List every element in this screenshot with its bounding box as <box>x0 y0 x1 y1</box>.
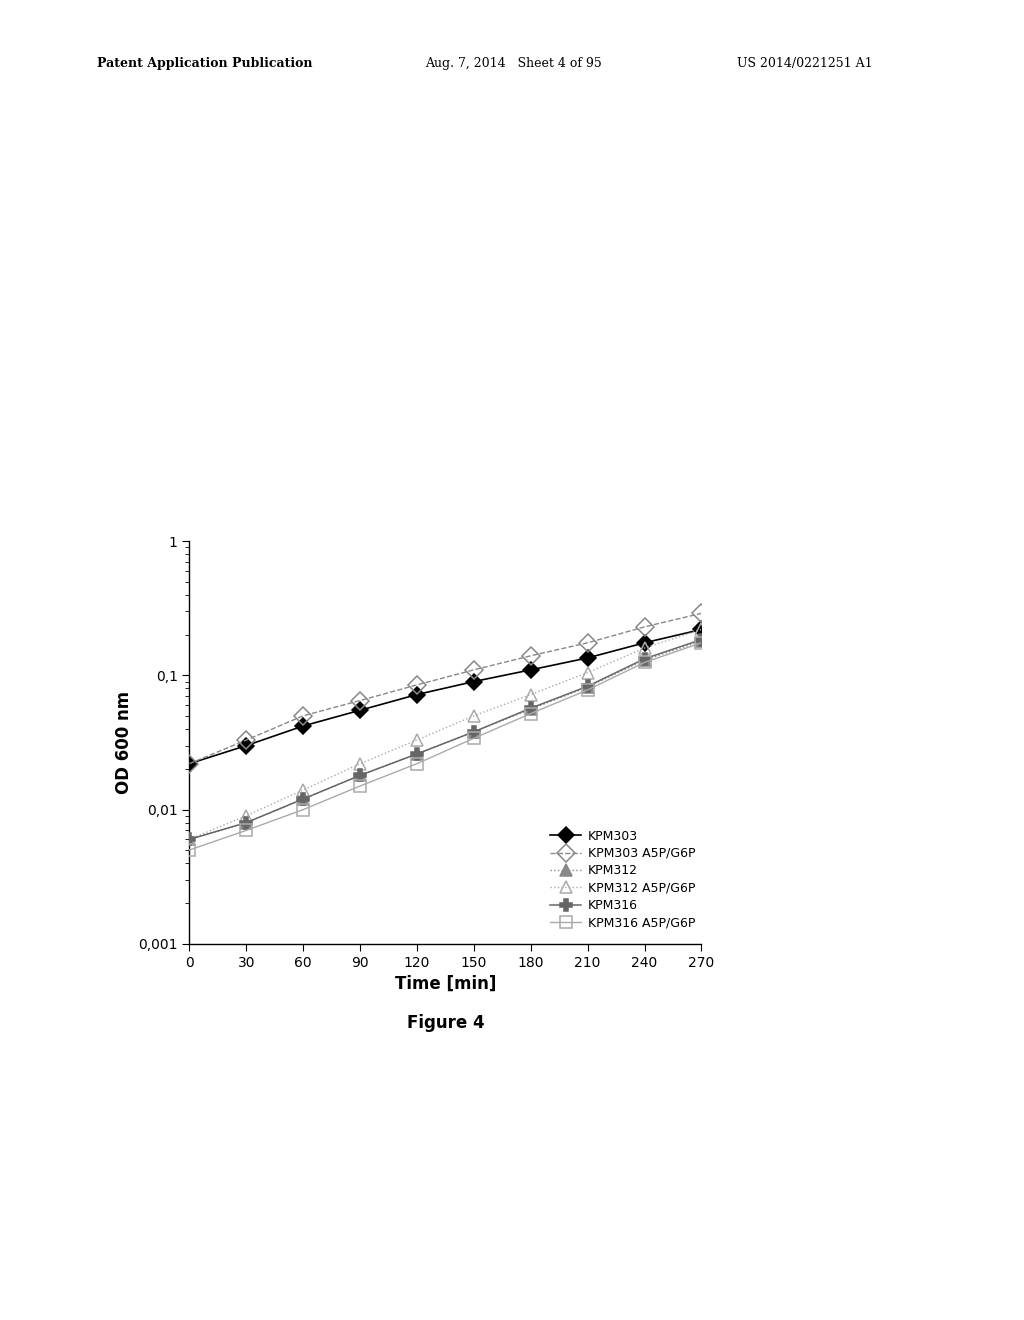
KPM303 A5P/G6P <box>183 756 196 772</box>
KPM316 A5P/G6P <box>297 801 309 817</box>
KPM303 A5P/G6P <box>695 606 708 622</box>
KPM303 <box>638 635 650 651</box>
KPM303 <box>524 661 537 677</box>
KPM303 <box>354 702 367 718</box>
KPM312 <box>354 767 367 783</box>
KPM316 A5P/G6P <box>354 777 367 793</box>
Y-axis label: OD 600 nm: OD 600 nm <box>115 690 132 795</box>
KPM316 <box>582 678 594 694</box>
Text: Patent Application Publication: Patent Application Publication <box>97 57 312 70</box>
KPM316 <box>297 791 309 807</box>
KPM312 A5P/G6P <box>241 808 253 824</box>
KPM312 A5P/G6P <box>524 686 537 702</box>
KPM316 A5P/G6P <box>411 756 423 772</box>
KPM316 <box>468 723 480 739</box>
KPM316 A5P/G6P <box>241 822 253 838</box>
KPM312 <box>411 746 423 762</box>
KPM312 <box>241 814 253 830</box>
KPM312 <box>582 678 594 694</box>
Text: Figure 4: Figure 4 <box>407 1014 484 1032</box>
KPM303 <box>297 718 309 734</box>
KPM303 <box>468 673 480 689</box>
KPM316 <box>411 746 423 762</box>
KPM312 <box>638 652 650 668</box>
KPM316 A5P/G6P <box>468 730 480 746</box>
KPM303 <box>582 649 594 665</box>
KPM316 A5P/G6P <box>695 635 708 651</box>
KPM312 A5P/G6P <box>638 640 650 656</box>
X-axis label: Time [min]: Time [min] <box>395 975 496 993</box>
KPM316 A5P/G6P <box>183 842 196 858</box>
KPM312 A5P/G6P <box>468 708 480 723</box>
KPM316 <box>241 814 253 830</box>
Line: KPM316 A5P/G6P: KPM316 A5P/G6P <box>183 636 708 857</box>
Text: US 2014/0221251 A1: US 2014/0221251 A1 <box>737 57 872 70</box>
KPM303 A5P/G6P <box>468 661 480 677</box>
KPM303 <box>695 622 708 638</box>
KPM303 <box>183 756 196 772</box>
KPM316 <box>354 767 367 783</box>
KPM312 <box>524 701 537 717</box>
KPM303 A5P/G6P <box>582 635 594 651</box>
KPM312 <box>183 832 196 847</box>
KPM303 A5P/G6P <box>638 619 650 635</box>
KPM303 A5P/G6P <box>354 693 367 709</box>
KPM312 A5P/G6P <box>354 756 367 772</box>
KPM303 A5P/G6P <box>524 648 537 664</box>
Line: KPM312: KPM312 <box>184 636 707 845</box>
KPM312 A5P/G6P <box>582 665 594 681</box>
KPM316 <box>524 700 537 715</box>
Line: KPM312 A5P/G6P: KPM312 A5P/G6P <box>183 623 708 846</box>
KPM316 A5P/G6P <box>524 706 537 722</box>
KPM312 A5P/G6P <box>695 622 708 638</box>
KPM303 A5P/G6P <box>241 733 253 748</box>
KPM312 A5P/G6P <box>183 832 196 847</box>
KPM316 A5P/G6P <box>582 682 594 698</box>
KPM312 A5P/G6P <box>297 781 309 797</box>
KPM316 <box>695 632 708 648</box>
Legend: KPM303, KPM303 A5P/G6P, KPM312, KPM312 A5P/G6P, KPM316, KPM316 A5P/G6P: KPM303, KPM303 A5P/G6P, KPM312, KPM312 A… <box>550 830 695 929</box>
KPM312 <box>468 723 480 739</box>
Text: Aug. 7, 2014   Sheet 4 of 95: Aug. 7, 2014 Sheet 4 of 95 <box>425 57 602 70</box>
KPM303 A5P/G6P <box>297 708 309 723</box>
KPM312 <box>695 634 708 649</box>
KPM312 <box>297 791 309 807</box>
KPM316 A5P/G6P <box>638 655 650 671</box>
Line: KPM303: KPM303 <box>184 624 707 770</box>
KPM303 <box>411 686 423 702</box>
Line: KPM316: KPM316 <box>183 634 708 846</box>
KPM316 <box>638 651 650 667</box>
KPM316 <box>183 832 196 847</box>
KPM303 <box>241 738 253 754</box>
Line: KPM303 A5P/G6P: KPM303 A5P/G6P <box>183 607 708 770</box>
KPM312 A5P/G6P <box>411 733 423 748</box>
KPM303 A5P/G6P <box>411 677 423 693</box>
